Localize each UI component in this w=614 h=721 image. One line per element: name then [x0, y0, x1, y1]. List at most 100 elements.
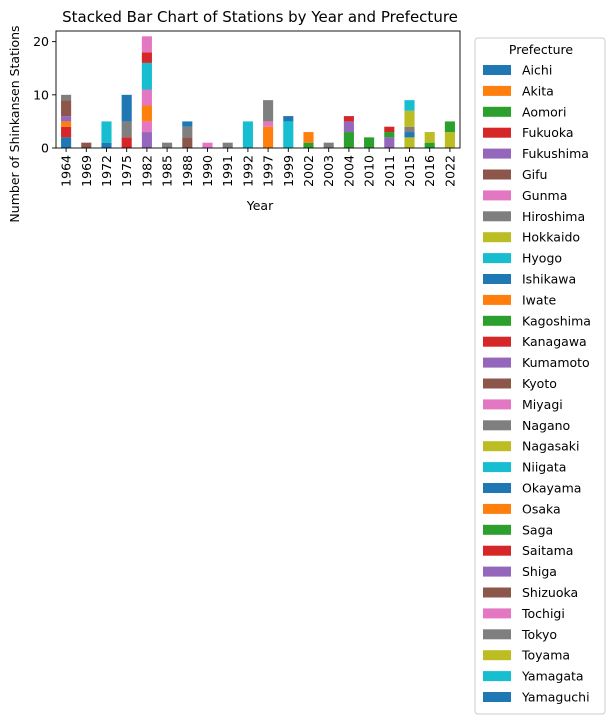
bar-segment: [343, 116, 354, 122]
legend-swatch: [483, 462, 511, 473]
x-tick-label: 1992: [240, 155, 255, 187]
bar-segment: [404, 132, 415, 138]
legend: Prefecture Aichi Akita Aomori Fukuoka Fukush…: [474, 37, 606, 715]
x-axis-title: Year: [246, 198, 274, 213]
legend-swatch: [483, 608, 511, 619]
bar-segment: [81, 142, 92, 148]
legend-swatch: [483, 106, 511, 117]
y-tick-label: 0: [41, 141, 49, 156]
legend-label: Hyogo: [522, 251, 562, 266]
y-axis: 0 10 20: [33, 34, 56, 156]
x-tick-label: 1964: [59, 155, 74, 187]
legend-label: Kanagawa: [522, 334, 587, 349]
legend-label: Hokkaido: [522, 230, 580, 245]
legend-label: Tokyo: [521, 627, 557, 642]
x-tick-label: 2015: [402, 155, 417, 187]
bar-segment: [283, 116, 294, 122]
bar-segment: [202, 142, 213, 148]
bar-segment: [121, 137, 132, 148]
x-tick-label: 1972: [99, 155, 114, 187]
legend-label: Saga: [522, 522, 553, 537]
legend-label: Miyagi: [522, 397, 563, 412]
y-tick-label: 10: [33, 87, 49, 102]
x-tick-label: 2003: [321, 155, 336, 187]
x-tick-label: 1969: [79, 155, 94, 187]
bar-segment: [242, 121, 253, 148]
bar-segment: [323, 142, 334, 148]
bar-segment: [141, 121, 152, 133]
bar-segment: [283, 121, 294, 148]
bar-segment: [162, 142, 173, 148]
x-tick-label: 2011: [382, 155, 397, 187]
legend-items: Aichi Akita Aomori Fukuoka Fukushima Gifu Gunm…: [483, 63, 591, 705]
legend-label: Ishikawa: [522, 272, 576, 287]
legend-swatch: [483, 294, 511, 305]
bar-segment: [61, 121, 72, 127]
legend-label: Fukushima: [522, 146, 589, 161]
legend-label: Nagasaki: [522, 439, 580, 454]
legend-label: Kyoto: [522, 376, 557, 391]
legend-label: Yamagata: [521, 669, 584, 684]
bar-segment: [343, 132, 354, 148]
x-tick-label: 1997: [261, 155, 276, 187]
legend-swatch: [483, 566, 511, 577]
x-tick-label: 1975: [119, 155, 134, 187]
bar-segment: [263, 100, 274, 122]
legend-frame: [474, 37, 606, 715]
bar-segment: [61, 126, 72, 138]
x-tick-label: 1985: [160, 155, 175, 187]
legend-swatch: [483, 441, 511, 452]
legend-swatch: [483, 190, 511, 201]
bar-segment: [384, 137, 395, 148]
bar-segment: [61, 94, 72, 101]
bar-segment: [141, 62, 152, 90]
legend-swatch: [483, 315, 511, 326]
legend-swatch: [483, 127, 511, 138]
bar-segment: [121, 121, 132, 138]
legend-swatch: [483, 399, 511, 410]
legend-swatch: [483, 211, 511, 222]
y-tick-label: 20: [33, 34, 49, 49]
x-tick-label: 2010: [362, 155, 377, 187]
legend-label: Tochigi: [521, 606, 565, 621]
bar-segment: [384, 126, 395, 133]
bar-segment: [61, 116, 72, 122]
legend-label: Gifu: [522, 167, 547, 182]
legend-swatch: [483, 503, 511, 514]
bar-segment: [222, 142, 233, 148]
legend-label: Akita: [522, 83, 554, 98]
bar-segment: [182, 121, 193, 127]
x-axis: 1964 1969 1972 1975 1982 1985 1988 1990 1991 1992…: [59, 148, 457, 187]
legend-swatch: [483, 692, 511, 702]
legend-swatch: [483, 85, 511, 96]
legend-label: Iwate: [522, 292, 556, 307]
bar-segment: [61, 100, 72, 117]
legend-label: Nagano: [522, 418, 570, 433]
bar-segment: [384, 132, 395, 138]
bar-segment: [141, 89, 152, 106]
bar-segment: [444, 132, 455, 148]
bar-segment: [404, 100, 415, 111]
bar-segment: [141, 105, 152, 122]
legend-label: Kumamoto: [522, 355, 590, 370]
legend-label: Osaka: [522, 501, 561, 516]
bar-segment: [404, 137, 415, 148]
legend-swatch: [483, 65, 511, 75]
legend-swatch: [483, 650, 511, 661]
legend-swatch: [483, 169, 511, 180]
legend-title: Prefecture: [509, 42, 574, 57]
legend-label: Shiga: [522, 564, 557, 579]
x-tick-label: 2004: [341, 155, 356, 187]
x-tick-label: 2022: [442, 155, 457, 187]
bar-segment: [182, 137, 193, 148]
legend-swatch: [483, 629, 511, 640]
x-tick-label: 1991: [220, 155, 235, 187]
legend-swatch: [483, 483, 511, 493]
bar-segment: [444, 121, 455, 133]
bar-segment: [404, 126, 415, 133]
bar-segment: [141, 36, 152, 53]
plot-frame: [55, 30, 461, 149]
bar-segment: [101, 142, 112, 148]
x-tick-label: 2016: [422, 155, 437, 187]
